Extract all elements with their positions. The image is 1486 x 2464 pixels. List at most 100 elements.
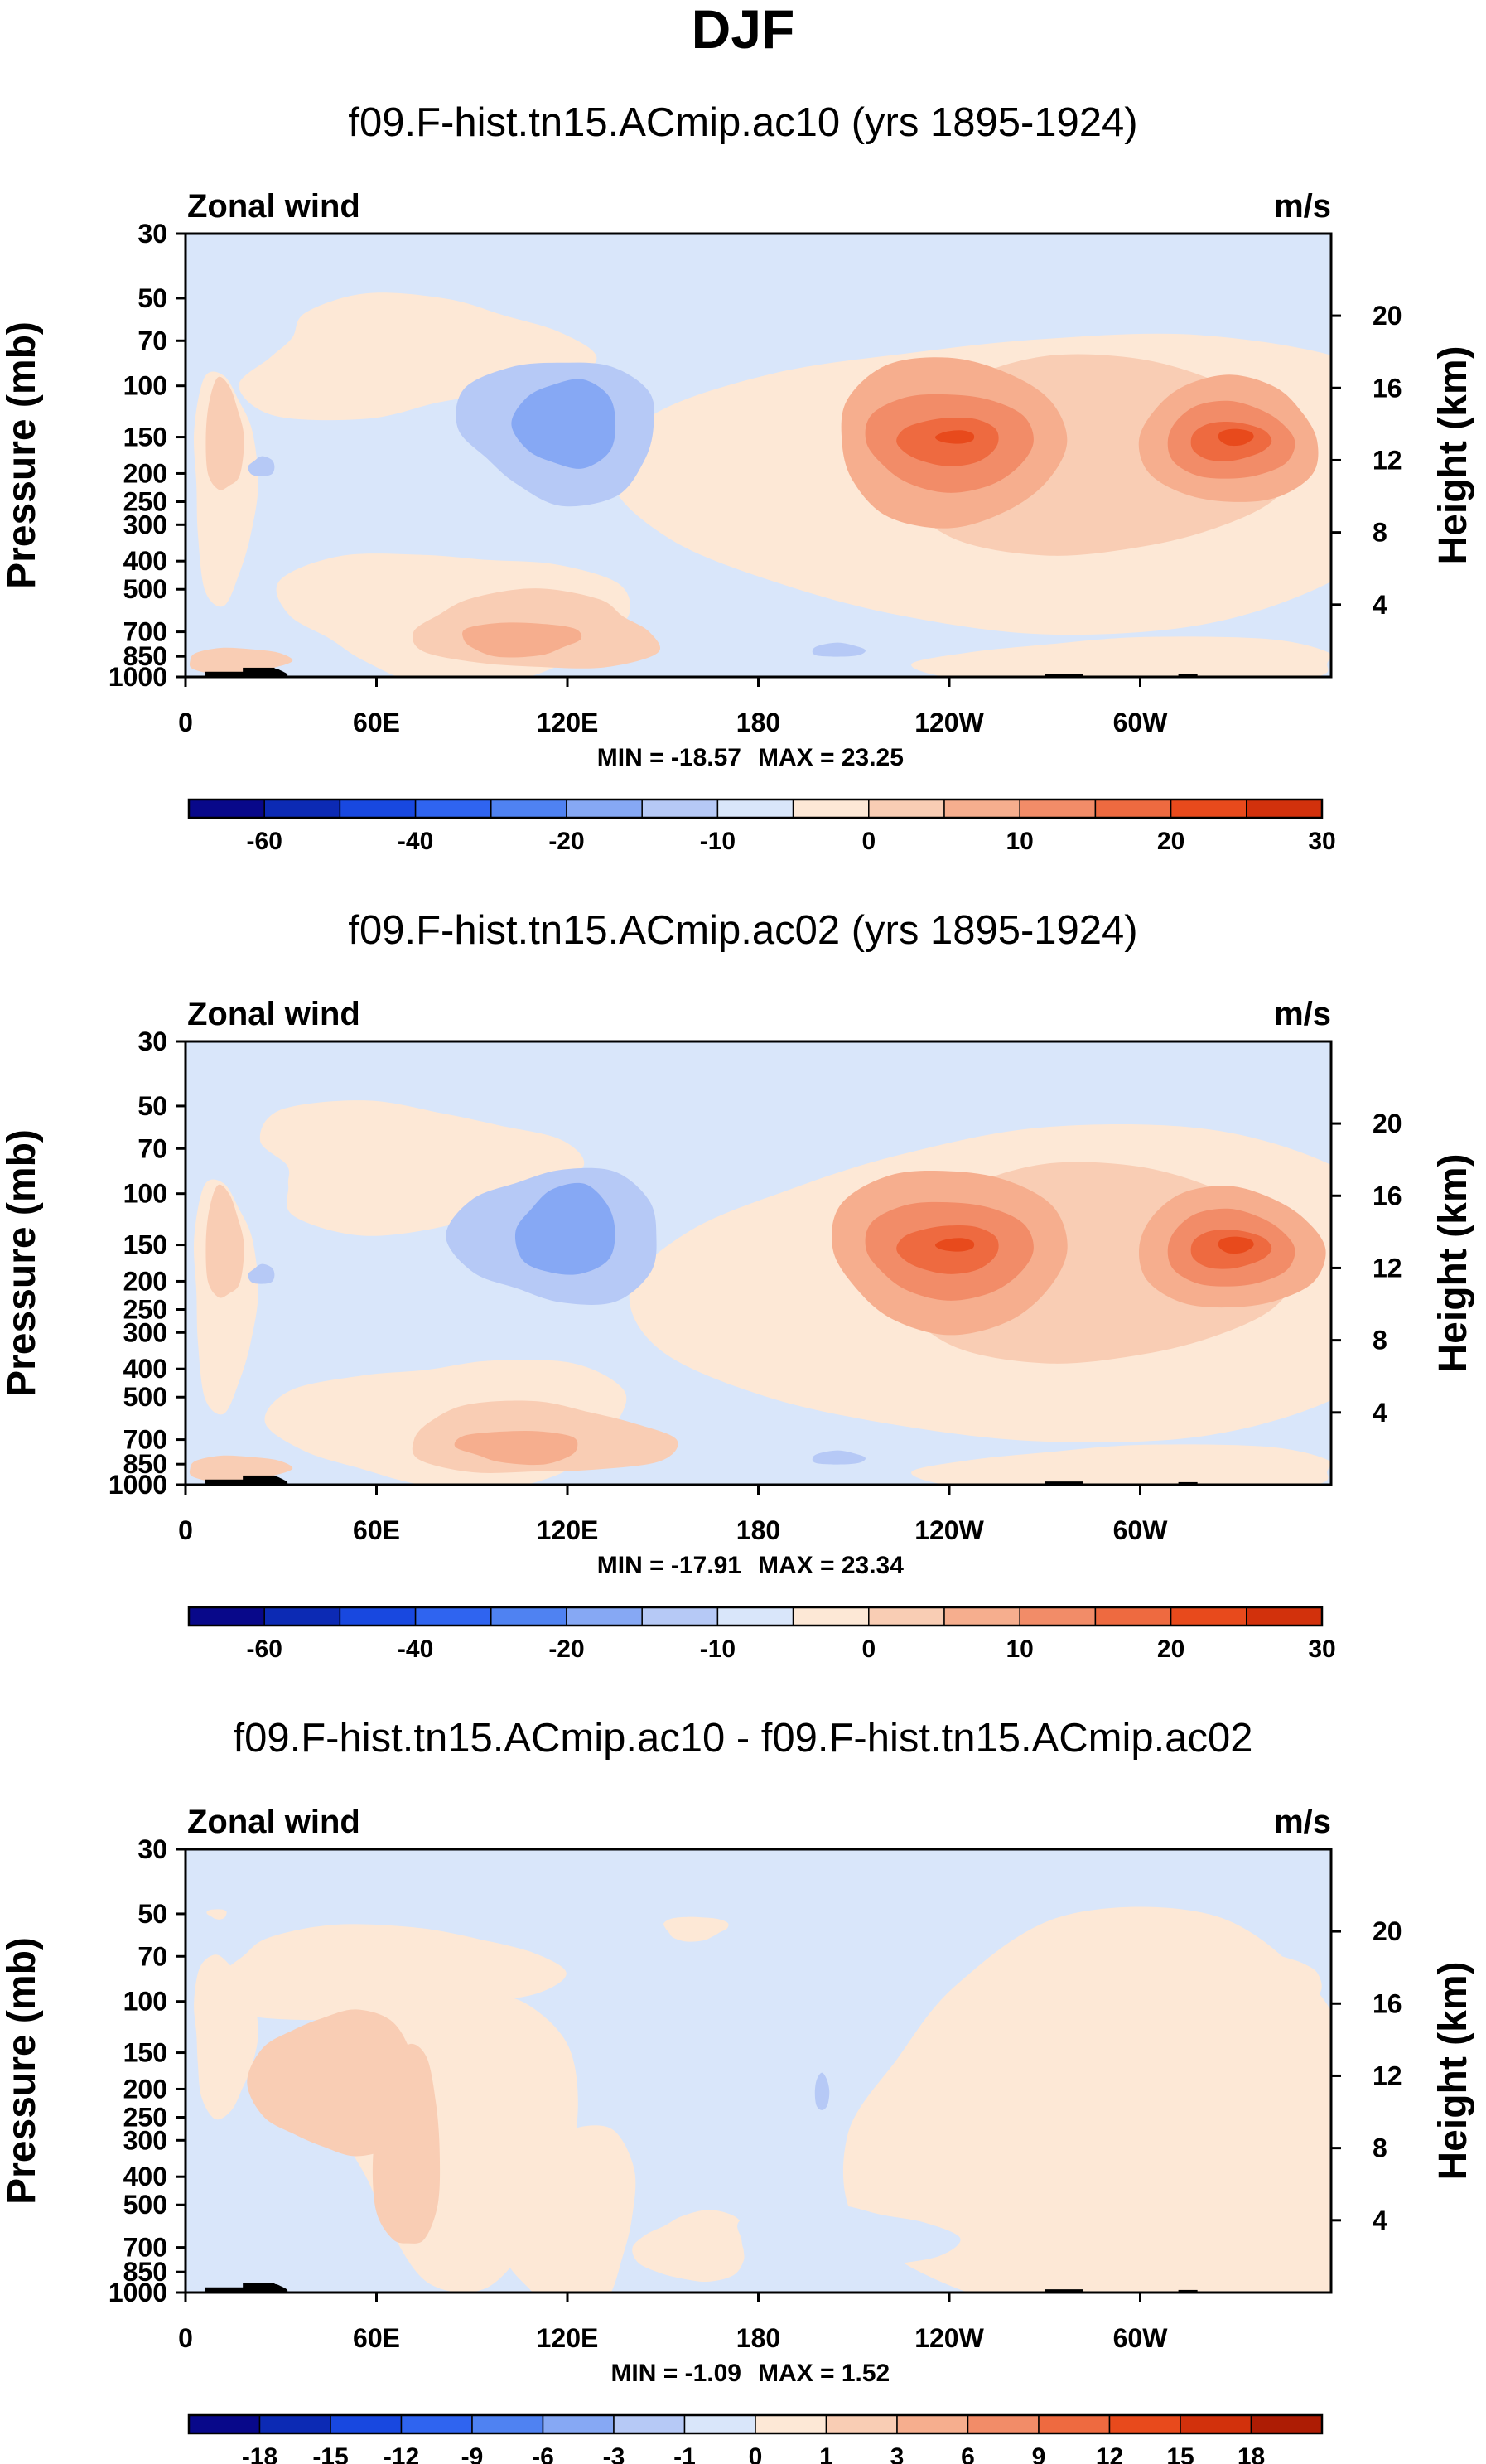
colorbar-label: 1: [819, 2443, 833, 2464]
panel-2: f09.F-hist.tn15.ACmip.ac02 (yrs 1895-192…: [0, 891, 1486, 1663]
pressure-tick-label: 1000: [109, 1470, 167, 1500]
colorbar-label: -3: [603, 2443, 625, 2464]
colorbar-frame: [187, 798, 1324, 819]
colorbar-label: -60: [247, 1635, 282, 1663]
colorbar-box: [825, 2414, 898, 2434]
colorbar-box: [868, 1606, 945, 1626]
panel-title: f09.F-hist.tn15.ACmip.ac10 - f09.F-hist.…: [234, 1716, 1253, 1761]
colorbar-box: [471, 2414, 544, 2434]
colorbar-box: [1246, 799, 1323, 819]
pressure-tick-label: 30: [138, 1027, 167, 1056]
pressure-tick-label: 500: [123, 574, 167, 604]
topography-3: [1045, 2289, 1083, 2292]
longitude-tick-label: 180: [736, 708, 780, 737]
min-label: MIN = -1.09: [610, 2360, 741, 2387]
chart-svg: f09.F-hist.tn15.ACmip.ac10 - f09.F-hist.…: [0, 1716, 1475, 2464]
pressure-tick-label: 30: [138, 1834, 167, 1864]
colorbar-box: [1019, 799, 1097, 819]
colorbar-label: 10: [1006, 1635, 1034, 1663]
pressure-tick-label: 250: [123, 1294, 167, 1324]
pressure-tick-label: 200: [123, 458, 167, 488]
colorbar-box: [1180, 2414, 1252, 2434]
colorbar-box: [1094, 799, 1172, 819]
pressure-tick-label: 100: [123, 1987, 167, 2017]
pressure-tick-label: 200: [123, 2074, 167, 2104]
colorbar-box: [188, 1606, 265, 1626]
topography-3: [1045, 1481, 1083, 1485]
y-axis-label: Pressure (mb): [0, 1937, 44, 2205]
colorbar-box: [683, 2414, 756, 2434]
contour-field: [186, 1849, 1331, 2292]
positive-difference-tongue-lower: [372, 2043, 441, 2244]
westerly-band-surface-east: [911, 636, 1331, 677]
positive-region-10: [206, 1909, 227, 1920]
topography-ridge: [263, 2283, 288, 2292]
colorbar-label: 3: [890, 2443, 905, 2464]
longitude-tick-label: 60W: [1113, 1515, 1169, 1545]
units-label: m/s: [1274, 996, 1331, 1032]
pacific-jet-core: [934, 430, 975, 444]
topography-ridge: [263, 668, 288, 677]
height-tick-label: 8: [1373, 2133, 1387, 2163]
panel-title: f09.F-hist.tn15.ACmip.ac10 (yrs 1895-192…: [348, 100, 1137, 145]
topography-2: [243, 667, 275, 677]
west-edge-5: [205, 376, 244, 490]
longitude-tick-label: 60E: [353, 2323, 400, 2353]
longitude-tick-label: 120E: [537, 2323, 599, 2353]
topography-1: [205, 671, 263, 677]
pressure-tick-label: 50: [138, 1899, 167, 1929]
pressure-tick-label: 300: [123, 510, 167, 539]
pressure-tick-label: 200: [123, 1266, 167, 1296]
colorbar-label: -9: [461, 2443, 484, 2464]
pressure-tick-label: 500: [123, 1382, 167, 1412]
colorbar-box: [188, 799, 265, 819]
y-axis-label: Pressure (mb): [0, 1129, 44, 1397]
pressure-tick-label: 500: [123, 2190, 167, 2220]
height-tick-label: 12: [1373, 1253, 1402, 1283]
topography-1: [205, 2287, 263, 2292]
y-axis-label: Pressure (mb): [0, 321, 44, 589]
colorbar-label: -10: [700, 1635, 736, 1663]
easterly-maritime-core: [511, 379, 616, 469]
height-tick-label: 4: [1373, 590, 1387, 620]
longitude-tick-label: 120E: [537, 708, 599, 737]
colorbar-box: [792, 1606, 870, 1626]
height-tick-label: 20: [1373, 1916, 1402, 1946]
longitude-tick-label: 60W: [1113, 2323, 1169, 2353]
colorbar-box: [716, 1606, 794, 1626]
longitude-tick-label: 180: [736, 1515, 780, 1545]
colorbar-label: 0: [861, 828, 876, 855]
colorbar-box: [339, 1606, 417, 1626]
negative-difference-patch: [814, 2072, 830, 2110]
colorbar-label: 20: [1157, 1635, 1184, 1663]
colorbar-label: 9: [1032, 2443, 1046, 2464]
contour-field: [186, 1041, 1331, 1485]
colorbar-box: [566, 1606, 643, 1626]
y-axis-label-right: Height (km): [1431, 1962, 1475, 2181]
colorbar-box: [490, 1606, 567, 1626]
colorbar-label: -40: [398, 828, 433, 855]
pressure-tick-label: 30: [138, 219, 167, 249]
colorbar-box: [1170, 1606, 1247, 1626]
positive-region-2: [194, 1954, 258, 2120]
pressure-tick-label: 100: [123, 371, 167, 401]
colorbar-box: [1246, 1606, 1323, 1626]
colorbar-box: [967, 2414, 1040, 2434]
longitude-tick-label: 0: [178, 1515, 193, 1545]
colorbar-box: [1038, 2414, 1111, 2434]
longitude-tick-label: 60W: [1113, 708, 1169, 737]
colorbar-label: -12: [384, 2443, 419, 2464]
colorbar-label: -10: [700, 828, 736, 855]
topography-4: [1178, 2289, 1198, 2292]
positive-region-5: [632, 2210, 745, 2283]
min-label: MIN = -18.57: [597, 744, 741, 771]
pressure-tick-label: 100: [123, 1179, 167, 1209]
colorbar-label: 12: [1096, 2443, 1123, 2464]
pressure-tick-label: 1000: [109, 2278, 167, 2307]
positive-region-8: [1252, 1955, 1322, 2023]
colorbar-frame: [187, 1606, 1324, 1627]
height-tick-label: 8: [1373, 518, 1387, 548]
variable-label: Zonal wind: [187, 1804, 360, 1840]
longitude-tick-label: 60E: [353, 1515, 400, 1545]
colorbar-label: -60: [247, 828, 282, 855]
